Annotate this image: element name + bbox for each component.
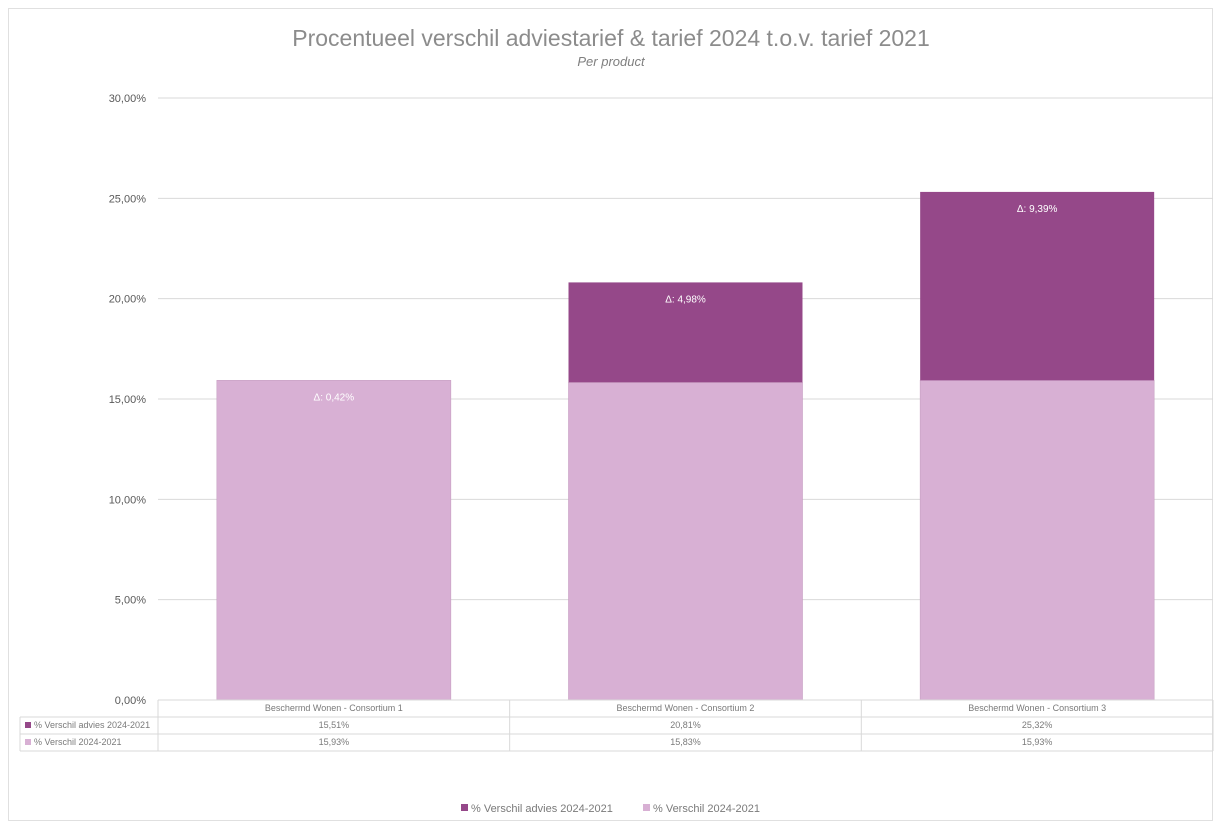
bar-verschil xyxy=(216,380,452,701)
legend-swatch xyxy=(461,804,468,811)
bar-verschil-advies xyxy=(920,191,1155,381)
table-value: 15,93% xyxy=(319,737,350,747)
bar-data-label: Δ: 0,42% xyxy=(314,392,355,403)
bar-data-label: Δ: 9,39% xyxy=(1017,204,1058,215)
table-value: 15,93% xyxy=(1022,737,1053,747)
legend-label: % Verschil 2024-2021 xyxy=(653,803,760,815)
table-series-name: % Verschil 2024-2021 xyxy=(34,737,122,747)
x-category-label: Beschermd Wonen - Consortium 1 xyxy=(265,703,403,713)
legend: % Verschil advies 2024-2021 % Verschil 20… xyxy=(461,803,760,815)
y-tick-label: 15,00% xyxy=(109,394,147,406)
y-tick-label: 20,00% xyxy=(109,294,147,306)
table-value: 20,81% xyxy=(670,720,701,730)
table-value: 15,83% xyxy=(670,737,701,747)
bar-verschil xyxy=(568,382,803,701)
table-series-marker xyxy=(25,722,31,728)
table-value: 15,51% xyxy=(319,720,350,730)
y-tick-label: 10,00% xyxy=(109,494,147,506)
chart-title: Procentueel verschil adviestarief & tari… xyxy=(292,25,930,51)
y-tick-label: 5,00% xyxy=(115,595,146,607)
y-tick-label: 30,00% xyxy=(109,93,147,105)
x-category-label: Beschermd Wonen - Consortium 3 xyxy=(968,703,1106,713)
bar-verschil xyxy=(919,380,1155,701)
bar-data-label: Δ: 4,98% xyxy=(665,294,706,305)
legend-swatch xyxy=(643,804,650,811)
table-series-marker xyxy=(25,739,31,745)
bars: Δ: 0,42% Δ: 4,98% Δ: 9,39% xyxy=(216,191,1155,701)
table-value: 25,32% xyxy=(1022,720,1053,730)
legend-label: % Verschil advies 2024-2021 xyxy=(471,803,613,815)
bar-verschil-advies xyxy=(568,282,803,383)
y-tick-label: 0,00% xyxy=(115,695,146,707)
table-series-name: % Verschil advies 2024-2021 xyxy=(34,720,150,730)
y-tick-label: 25,00% xyxy=(109,193,147,205)
chart-subtitle: Per product xyxy=(577,54,646,69)
y-axis-ticks: 0,00% 5,00% 10,00% 15,00% 20,00% 25,00% 30,00% xyxy=(109,93,147,707)
data-table: Beschermd Wonen - Consortium 1 Beschermd … xyxy=(19,699,1214,752)
x-category-label: Beschermd Wonen - Consortium 2 xyxy=(617,703,755,713)
